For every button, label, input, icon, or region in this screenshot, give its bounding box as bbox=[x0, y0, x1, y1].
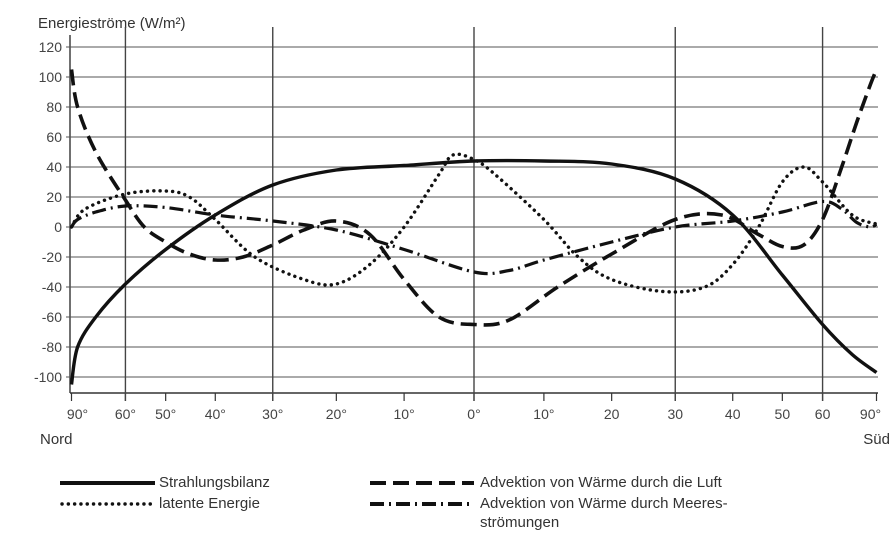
legend-label: Advektion von Wärme durch Meeres- bbox=[480, 495, 728, 512]
legend-item-advection-ocean: Advektion von Wärme durch Meeres- bbox=[370, 495, 728, 512]
series-line-dashed bbox=[69, 68, 879, 327]
y-axis-title: Energieströme (W/m²) bbox=[38, 15, 186, 32]
x-tick-label: 20° bbox=[326, 406, 347, 422]
y-tick-label: 0 bbox=[54, 219, 62, 235]
legend-item-advection-air: Advektion von Wärme durch die Luft bbox=[370, 474, 722, 491]
hemisphere-label-south: Süd bbox=[863, 431, 890, 448]
series-lines bbox=[69, 68, 879, 385]
y-tick-label: -100 bbox=[34, 369, 62, 385]
y-tick-label: -60 bbox=[42, 309, 62, 325]
y-tick-label: 80 bbox=[46, 99, 62, 115]
legend-swatch-dashed bbox=[370, 480, 474, 485]
legend-label: latente Energie bbox=[159, 495, 260, 512]
series-line-solid bbox=[69, 158, 878, 385]
series-line-dashdot bbox=[70, 199, 878, 276]
energy-flux-chart: Energieströme (W/m²) 120 100 80 60 40 20 0 -20 -… bbox=[34, 15, 890, 448]
x-tick-label: 10° bbox=[533, 406, 554, 422]
x-tick-label: 50 bbox=[775, 406, 791, 422]
legend-swatch-dashdot bbox=[370, 501, 474, 506]
y-tick-label: 60 bbox=[46, 129, 62, 145]
y-tick-label: -40 bbox=[42, 279, 62, 295]
x-tick-label: 90° bbox=[860, 406, 881, 422]
legend-swatch-solid bbox=[60, 480, 155, 485]
x-tick-label: 50° bbox=[155, 406, 176, 422]
x-tick-label: 40° bbox=[205, 406, 226, 422]
y-tick-labels: 120 100 80 60 40 20 0 -20 -40 -60 -80 -100 bbox=[34, 39, 62, 385]
x-tick-label: 0° bbox=[467, 406, 480, 422]
y-tick-label: -80 bbox=[42, 339, 62, 355]
x-tick-label: 90° bbox=[67, 406, 88, 422]
x-tick-label: 40 bbox=[725, 406, 741, 422]
legend-item-latent-energy: latente Energie bbox=[60, 495, 260, 512]
legend-item-strahlungsbilanz: Strahlungsbilanz bbox=[60, 474, 270, 491]
y-tick-label: 20 bbox=[46, 189, 62, 205]
hemisphere-label-north: Nord bbox=[40, 431, 73, 448]
x-tick-label: 10° bbox=[394, 406, 415, 422]
legend-label: Strahlungsbilanz bbox=[159, 474, 270, 491]
x-tick-label: 60° bbox=[115, 406, 136, 422]
x-tick-label: 30° bbox=[262, 406, 283, 422]
x-tick-labels: 90° 60° 50° 40° 30° 20° 10° 0° 10° 20 30 40 50 60 90° bbox=[67, 406, 881, 422]
legend-swatch-dotted bbox=[60, 501, 155, 506]
y-tick-label: 100 bbox=[39, 69, 63, 85]
y-tick-label: 40 bbox=[46, 159, 62, 175]
legend-label-continued: strömungen bbox=[480, 514, 560, 531]
legend-label: Advektion von Wärme durch die Luft bbox=[480, 474, 722, 491]
x-tick-label: 60 bbox=[815, 406, 831, 422]
y-tick-label: -20 bbox=[42, 249, 62, 265]
x-tick-label: 30 bbox=[667, 406, 683, 422]
legend: Strahlungsbilanz Advektion von Wärme dur… bbox=[0, 470, 891, 534]
gridlines bbox=[66, 27, 878, 401]
y-tick-label: 120 bbox=[39, 39, 63, 55]
x-tick-label: 20 bbox=[604, 406, 620, 422]
